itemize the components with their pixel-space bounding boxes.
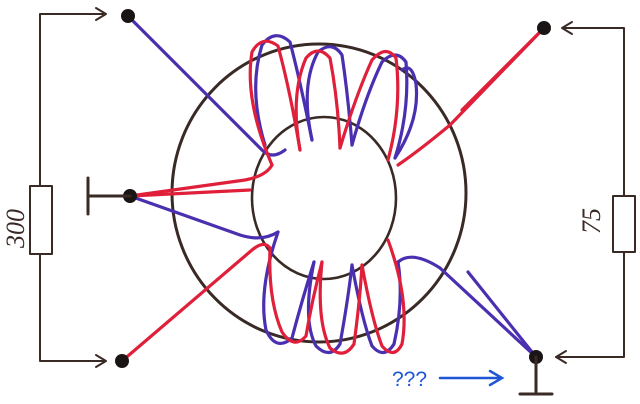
red-wire-mid-left-lead-b [128, 188, 252, 198]
blue-loop-top-2 [305, 45, 354, 147]
blue-wire-bottom-right-lead-b [466, 270, 538, 359]
blue-wire-top-left-lead [126, 14, 287, 157]
red-loop-top-2 [294, 49, 342, 152]
red-loop-top-3 [338, 49, 400, 162]
red-wire-top-right-lead-a [396, 26, 546, 167]
red-loop-bottom-3 [360, 238, 406, 355]
ground-symbols [86, 176, 554, 396]
blue-loop-bottom-3 [350, 260, 402, 355]
right-load-circuit: 75 [555, 21, 636, 364]
right-resistor [612, 195, 636, 253]
left-load-circuit: 300 [1, 7, 107, 368]
terminal-bottom-left [115, 354, 129, 368]
red-wire-bottom-left-lead [120, 242, 272, 363]
blue-loop-top-1 [254, 34, 314, 147]
blue-wire-bottom-right-lead-a [396, 255, 538, 359]
left-resistor-label: 300 [1, 209, 30, 249]
arrow-bottom-left-icon [95, 354, 107, 368]
blue-winding [126, 14, 538, 359]
right-circuit-wire [555, 27, 625, 358]
terminal-top-right [537, 21, 551, 35]
blue-loop-right-1 [393, 66, 419, 160]
question-note: ??? [392, 368, 427, 391]
question-annotation: ??? [392, 368, 505, 391]
arrow-right-icon [438, 369, 505, 387]
ground-symbol-left [86, 176, 132, 216]
arrow-top-left-icon [95, 7, 107, 21]
right-resistor-label: 75 [577, 208, 606, 234]
arrow-top-right-icon [561, 21, 573, 35]
red-wire-top-right-lead-b [460, 26, 546, 112]
terminal-top-left [121, 9, 135, 23]
left-circuit-wire [39, 13, 105, 362]
red-loop-top-1 [248, 39, 302, 167]
arrow-bottom-right-icon [555, 350, 567, 364]
blue-wire-mid-left-lead [128, 194, 280, 240]
ground-symbol-right [518, 355, 554, 396]
left-resistor [29, 185, 53, 255]
red-loop-bottom-2 [318, 260, 364, 355]
blue-loop-bottom-1 [262, 230, 316, 346]
red-loop-bottom-1 [268, 246, 324, 344]
red-winding [120, 26, 546, 363]
toroid-inner-ring [250, 115, 398, 281]
blue-loop-bottom-2 [306, 260, 354, 355]
red-wire-mid-left-lead-a [128, 163, 274, 198]
